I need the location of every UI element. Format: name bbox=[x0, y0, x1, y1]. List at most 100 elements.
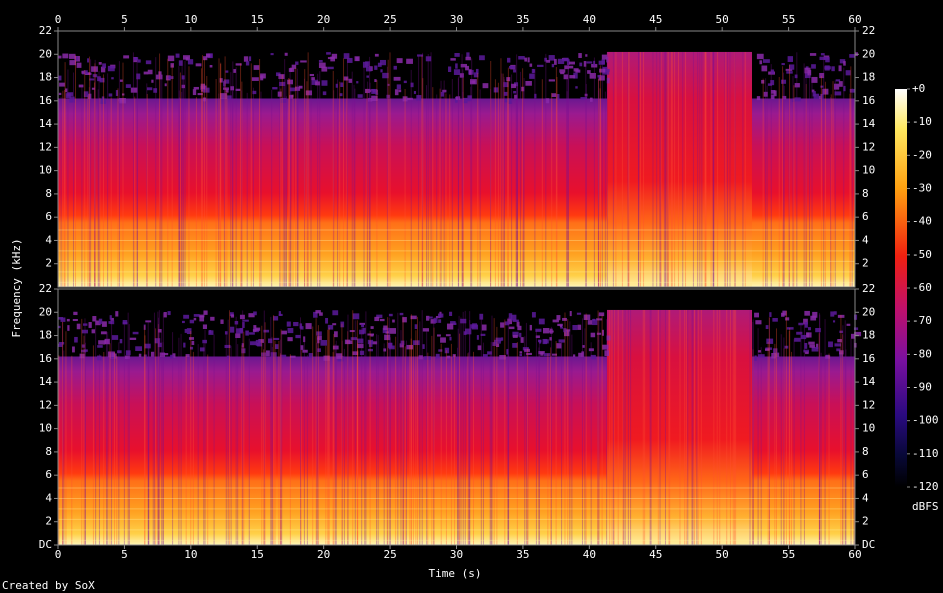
spectrum-speckle bbox=[813, 93, 820, 99]
spectrum-speckle bbox=[186, 328, 192, 335]
spectrum-speckle bbox=[354, 56, 360, 62]
y-tick-label: 2 bbox=[45, 515, 52, 528]
spectrum-speckle bbox=[287, 79, 294, 85]
spectrum-speckle bbox=[393, 76, 401, 81]
spectrum-speckle bbox=[102, 63, 107, 69]
spectrum-speckle bbox=[765, 348, 770, 351]
spectrum-speckle bbox=[587, 320, 593, 325]
spectrum-speckle bbox=[67, 325, 70, 331]
spectrum-speckle bbox=[835, 79, 841, 82]
spectrum-speckle bbox=[79, 353, 85, 359]
spectrum-speckle bbox=[450, 321, 456, 325]
spectrum-speckle bbox=[422, 328, 430, 332]
y-tick-label: 2 bbox=[862, 515, 869, 528]
spectrum-speckle bbox=[370, 334, 374, 337]
spectrum-speckle bbox=[788, 64, 795, 70]
spectrum-speckle bbox=[804, 310, 810, 316]
x-tick-label: 55 bbox=[782, 13, 795, 26]
x-tick-label: 40 bbox=[583, 13, 596, 26]
spectrum-speckle bbox=[117, 350, 122, 354]
spectrum-speckle bbox=[810, 315, 817, 321]
spectrum-speckle bbox=[203, 310, 208, 315]
spectrum-speckle bbox=[554, 58, 557, 65]
spectrum-speckle bbox=[548, 55, 555, 61]
spectrum-speckle bbox=[598, 75, 605, 81]
spectrum-speckle bbox=[593, 60, 596, 66]
spectrum-speckle bbox=[374, 53, 379, 57]
x-tick-label: 5 bbox=[121, 548, 128, 561]
spectrum-speckle bbox=[535, 328, 542, 332]
spectrum-speckle bbox=[424, 356, 431, 360]
spectrum-speckle bbox=[151, 79, 154, 83]
spectrum-speckle bbox=[529, 63, 533, 67]
spectrum-speckle bbox=[335, 353, 343, 359]
spectrum-speckle bbox=[347, 57, 353, 63]
spectrum-speckle bbox=[87, 58, 90, 63]
spectrum-speckle bbox=[467, 95, 472, 102]
spectrum-speckle bbox=[68, 53, 76, 59]
spectrum-speckle bbox=[299, 323, 303, 329]
spectrum-speckle bbox=[413, 91, 417, 94]
spectrum-speckle bbox=[838, 350, 844, 355]
spectrum-speckle bbox=[295, 61, 299, 65]
spectrum-speckle bbox=[460, 63, 468, 68]
spectrum-speckle bbox=[379, 59, 387, 66]
spectrum-speckle bbox=[517, 325, 522, 331]
spectrum-speckle bbox=[357, 94, 363, 98]
spectrum-speckle bbox=[261, 352, 267, 357]
spectrum-speckle bbox=[512, 331, 519, 337]
spectrum-speckle bbox=[234, 320, 239, 325]
spectrum-speckle bbox=[477, 345, 482, 351]
spectrum-speckle bbox=[72, 318, 78, 322]
spectrum-speckle bbox=[410, 82, 414, 88]
spectrum-speckle bbox=[245, 61, 250, 66]
spectrum-speckle bbox=[111, 335, 119, 340]
spectrum-speckle bbox=[267, 338, 273, 344]
spectrum-speckle bbox=[89, 78, 95, 81]
spectrum-speckle bbox=[596, 318, 603, 321]
spectrum-speckle bbox=[396, 58, 403, 64]
y-tick-label: 6 bbox=[45, 210, 52, 223]
spectrum-speckle bbox=[58, 317, 64, 320]
spectrum-speckle bbox=[208, 330, 214, 335]
spectrum-speckle bbox=[157, 342, 162, 348]
spectrum-speckle bbox=[367, 339, 374, 345]
spectrum-speckle bbox=[479, 55, 485, 61]
spectrum-speckle bbox=[754, 312, 760, 318]
spectrum-speckle bbox=[223, 81, 226, 87]
x-tick-label: 45 bbox=[649, 548, 662, 561]
spectrum-speckle bbox=[437, 313, 444, 318]
y-tick-label: 14 bbox=[862, 117, 876, 130]
spectrum-speckle bbox=[184, 328, 188, 333]
spectrum-speckle bbox=[503, 82, 509, 88]
spectrum-speckle bbox=[251, 77, 259, 81]
x-tick-label: 40 bbox=[583, 548, 596, 561]
spectrum-speckle bbox=[200, 83, 206, 90]
spectrum-speckle bbox=[250, 341, 257, 346]
y-tick-label: 10 bbox=[39, 164, 52, 177]
spectrum-speckle bbox=[556, 343, 562, 349]
spectrum-speckle bbox=[183, 342, 186, 348]
spectrum-speckle bbox=[834, 343, 842, 347]
spectrum-speckle bbox=[119, 79, 123, 82]
spectrum-speckle bbox=[325, 317, 329, 324]
spectrum-speckle bbox=[495, 337, 502, 342]
spectrum-speckle bbox=[759, 60, 763, 65]
spectrum-speckle bbox=[559, 69, 566, 73]
spectrum-speckle bbox=[590, 97, 593, 102]
spectrum-speckle bbox=[145, 320, 152, 323]
spectrum-speckle bbox=[466, 52, 470, 58]
spectrum-speckle bbox=[229, 312, 234, 316]
spectrum-speckle bbox=[330, 56, 336, 62]
spectrum-speckle bbox=[568, 65, 574, 69]
spectrum-speckle bbox=[356, 81, 359, 84]
spectrum-speckle bbox=[854, 314, 858, 320]
spectrum-speckle bbox=[820, 53, 825, 56]
spectrum-speckle bbox=[824, 66, 831, 70]
spectrum-speckle bbox=[220, 93, 227, 100]
spectrum-speckle bbox=[762, 59, 770, 63]
spectrum-speckle bbox=[317, 337, 320, 344]
spectrum-speckle bbox=[227, 355, 230, 359]
spectrum-speckle bbox=[167, 55, 175, 62]
spectrum-speckle bbox=[323, 355, 330, 361]
